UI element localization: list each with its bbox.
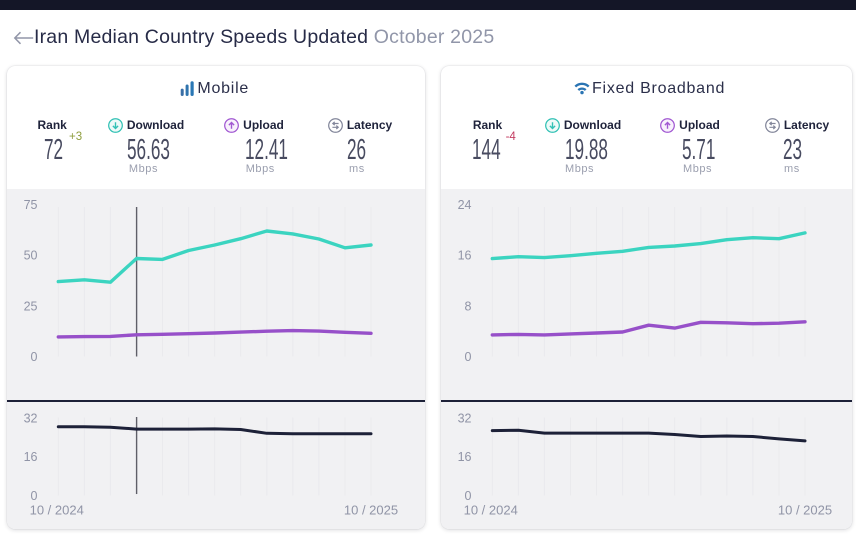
- svg-text:0: 0: [31, 350, 38, 364]
- svg-text:32: 32: [24, 411, 38, 425]
- svg-text:16: 16: [24, 450, 38, 464]
- svg-text:10 / 2025: 10 / 2025: [778, 503, 832, 518]
- svg-text:24: 24: [458, 198, 472, 212]
- svg-text:8: 8: [465, 299, 472, 313]
- svg-text:10 / 2024: 10 / 2024: [464, 503, 518, 518]
- svg-text:16: 16: [458, 249, 472, 263]
- svg-text:16: 16: [458, 450, 472, 464]
- svg-text:0: 0: [31, 489, 38, 503]
- svg-text:25: 25: [24, 299, 38, 313]
- svg-text:10 / 2025: 10 / 2025: [344, 503, 398, 518]
- svg-text:75: 75: [24, 198, 38, 212]
- svg-text:0: 0: [465, 489, 472, 503]
- svg-text:10 / 2024: 10 / 2024: [30, 503, 84, 518]
- svg-text:0: 0: [465, 350, 472, 364]
- svg-text:32: 32: [458, 411, 472, 425]
- svg-text:50: 50: [24, 249, 38, 263]
